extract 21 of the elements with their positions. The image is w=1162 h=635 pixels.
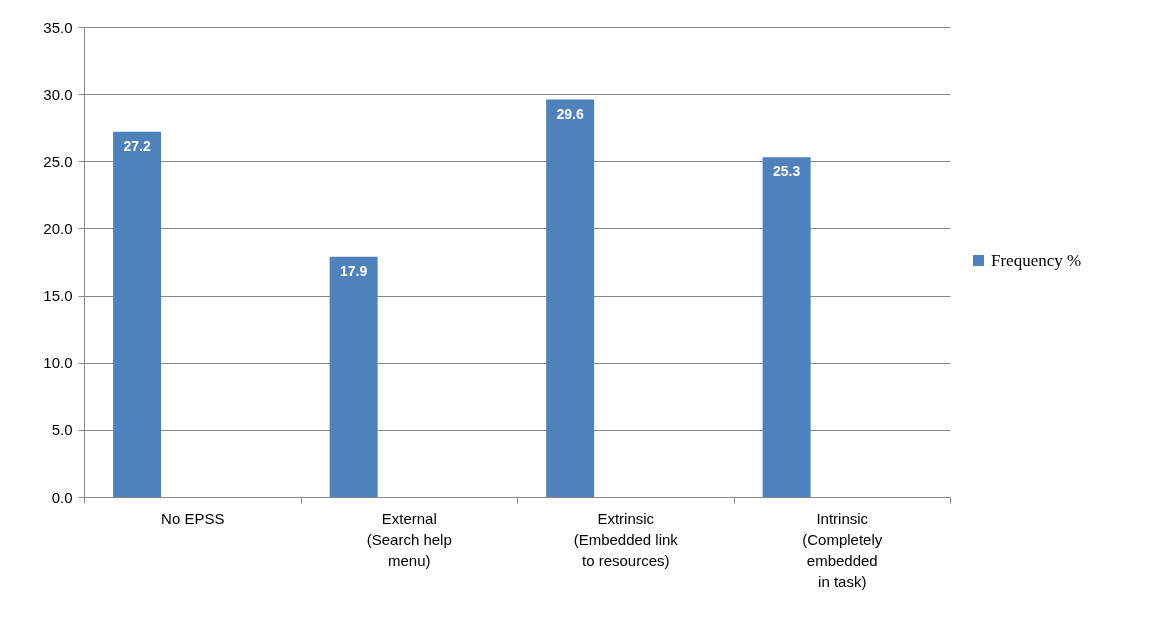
bar [762, 157, 811, 497]
y-tick-label: 15.0 [43, 287, 73, 305]
x-tick-label: External (Search help menu) [366, 509, 452, 569]
data-label: 29.6 [556, 105, 584, 122]
x-tick-label: Intrinsic (Completely embedded in task) [802, 509, 883, 590]
data-label: 25.3 [773, 163, 801, 180]
bar [546, 99, 595, 497]
y-tick-label: 30.0 [43, 85, 73, 103]
y-tick-label: 10.0 [43, 354, 73, 372]
x-tick-label: No EPSS [161, 509, 225, 527]
y-tick-label: 35.0 [43, 18, 73, 36]
y-tick-label: 0.0 [51, 488, 73, 506]
legend-label: Frequency % [991, 250, 1082, 270]
y-tick-label: 20.0 [43, 219, 73, 237]
y-tick-label: 5.0 [51, 421, 73, 439]
y-tick-label: 25.0 [43, 152, 73, 170]
data-label: 17.9 [340, 262, 368, 279]
data-label: 27.2 [123, 137, 151, 154]
x-tick-label: Extrinsic (Embedded link to resources) [573, 509, 679, 569]
bar [113, 131, 162, 497]
bar [329, 256, 378, 497]
